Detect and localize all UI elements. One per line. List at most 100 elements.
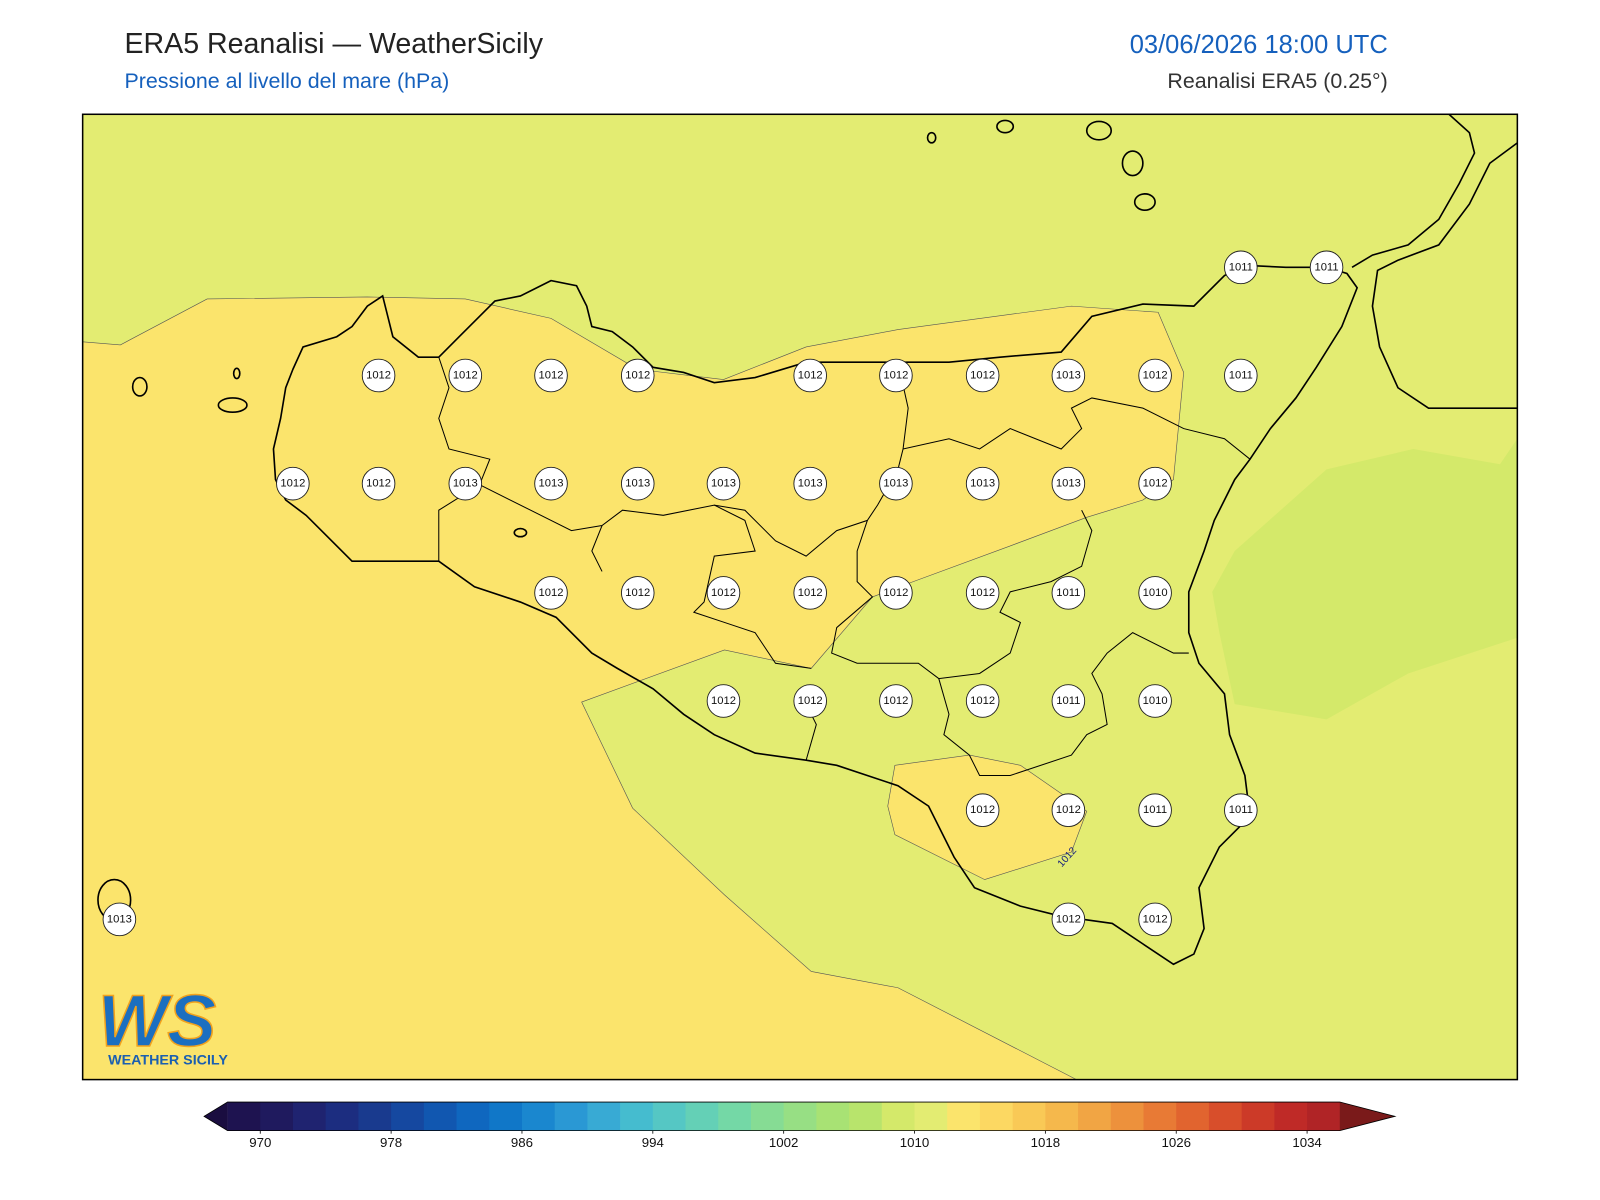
station-value: 1012 <box>798 587 823 599</box>
colorbar-bin <box>1208 1102 1243 1131</box>
station-value: 1010 <box>1143 695 1168 707</box>
station-marker <box>361 466 396 501</box>
colorbar-tick-label: 970 <box>249 1135 271 1150</box>
station: 1011 <box>1051 576 1086 610</box>
pressure-band <box>1212 438 1518 720</box>
colorbar-tick-label: 1026 <box>1161 1135 1190 1150</box>
colorbar-over <box>1339 1102 1395 1131</box>
station: 1012 <box>620 358 655 393</box>
colorbar-bin <box>1078 1102 1112 1131</box>
colorbar-bin <box>750 1102 785 1131</box>
datetime: 03/06/2026 18:00 UTC <box>1130 31 1388 59</box>
station: 1012 <box>879 358 913 393</box>
logo: WS WEATHER SICILY <box>97 978 228 1068</box>
station-marker <box>706 576 741 610</box>
colorbar-bin <box>1110 1102 1145 1131</box>
station-marker <box>1051 576 1086 610</box>
station-value: 1013 <box>453 478 478 490</box>
station: 1012 <box>879 576 913 610</box>
station-value: 1011 <box>1314 261 1338 273</box>
colorbar-under <box>204 1102 228 1131</box>
colorbar-bin <box>423 1102 458 1131</box>
station-value: 1012 <box>798 370 823 382</box>
station-value: 1012 <box>280 478 305 490</box>
station-marker <box>1051 684 1086 718</box>
station-marker <box>965 684 1000 718</box>
station-value: 1012 <box>453 370 478 382</box>
logo-mark: WS <box>98 979 216 1062</box>
station: 1012 <box>793 576 827 610</box>
colorbar-bin <box>1274 1102 1308 1131</box>
station-value: 1012 <box>883 587 908 599</box>
station-marker <box>1224 793 1258 827</box>
station: 1012 <box>1138 466 1172 501</box>
station: 1012 <box>276 466 310 501</box>
station: 1012 <box>361 358 396 393</box>
station-value: 1012 <box>970 370 995 382</box>
station-marker <box>1224 358 1258 393</box>
station-value: 1011 <box>1229 370 1253 382</box>
colorbar-tick-label: 978 <box>380 1135 402 1150</box>
station-marker <box>1224 250 1258 285</box>
station-value: 1012 <box>1143 478 1168 490</box>
station: 1012 <box>793 684 827 718</box>
station-value: 1012 <box>539 587 564 599</box>
colorbar-bin <box>489 1102 523 1131</box>
station-value: 1012 <box>970 695 995 707</box>
station-value: 1011 <box>1056 587 1080 599</box>
station: 1013 <box>620 466 655 501</box>
station-value: 1013 <box>107 913 132 925</box>
station-marker <box>361 358 396 393</box>
station-value: 1011 <box>1229 261 1253 273</box>
station-marker <box>1138 793 1172 827</box>
station: 1011 <box>1224 358 1258 393</box>
station: 1011 <box>1224 793 1258 827</box>
province-borders <box>438 356 1251 777</box>
station-marker <box>620 358 655 393</box>
colorbar-bin <box>358 1102 392 1131</box>
station-value: 1013 <box>539 478 564 490</box>
station-marker <box>793 466 827 501</box>
station: 1013 <box>448 466 483 501</box>
colorbar-bin <box>456 1102 490 1131</box>
station: 1012 <box>706 576 741 610</box>
station-marker <box>620 576 655 610</box>
station: 1013 <box>1051 358 1086 393</box>
station-marker <box>534 576 568 610</box>
colorbar-bin <box>914 1102 948 1131</box>
station-marker <box>276 466 310 501</box>
station: 1010 <box>1138 576 1172 610</box>
station-value: 1012 <box>1056 913 1081 925</box>
station: 1012 <box>879 684 913 718</box>
station: 1012 <box>1138 902 1172 937</box>
station: 1013 <box>102 902 137 937</box>
station-marker <box>1138 684 1172 718</box>
station: 1013 <box>965 466 1000 501</box>
station: 1013 <box>534 466 568 501</box>
station-marker <box>1138 466 1172 501</box>
colorbar-bin <box>652 1102 687 1131</box>
station-marker <box>879 358 913 393</box>
station: 1010 <box>1138 684 1172 718</box>
station-value: 1013 <box>1056 370 1081 382</box>
station-marker <box>1138 576 1172 610</box>
station-marker <box>879 576 913 610</box>
station: 1013 <box>793 466 827 501</box>
station-value: 1012 <box>625 587 650 599</box>
station-marker <box>1138 358 1172 393</box>
station-value: 1012 <box>883 695 908 707</box>
station-marker <box>448 466 483 501</box>
station: 1012 <box>965 576 1000 610</box>
station-value: 1010 <box>1143 587 1168 599</box>
title: ERA5 Reanalisi — WeatherSicily <box>124 28 543 60</box>
station-value: 1013 <box>711 478 736 490</box>
station-value: 1012 <box>539 370 564 382</box>
station-value: 1012 <box>711 587 736 599</box>
station: 1013 <box>706 466 741 501</box>
station: 1013 <box>1051 466 1086 501</box>
station-value: 1013 <box>970 478 995 490</box>
colorbar-tick-label: 1018 <box>1031 1135 1060 1150</box>
station: 1012 <box>965 684 1000 718</box>
